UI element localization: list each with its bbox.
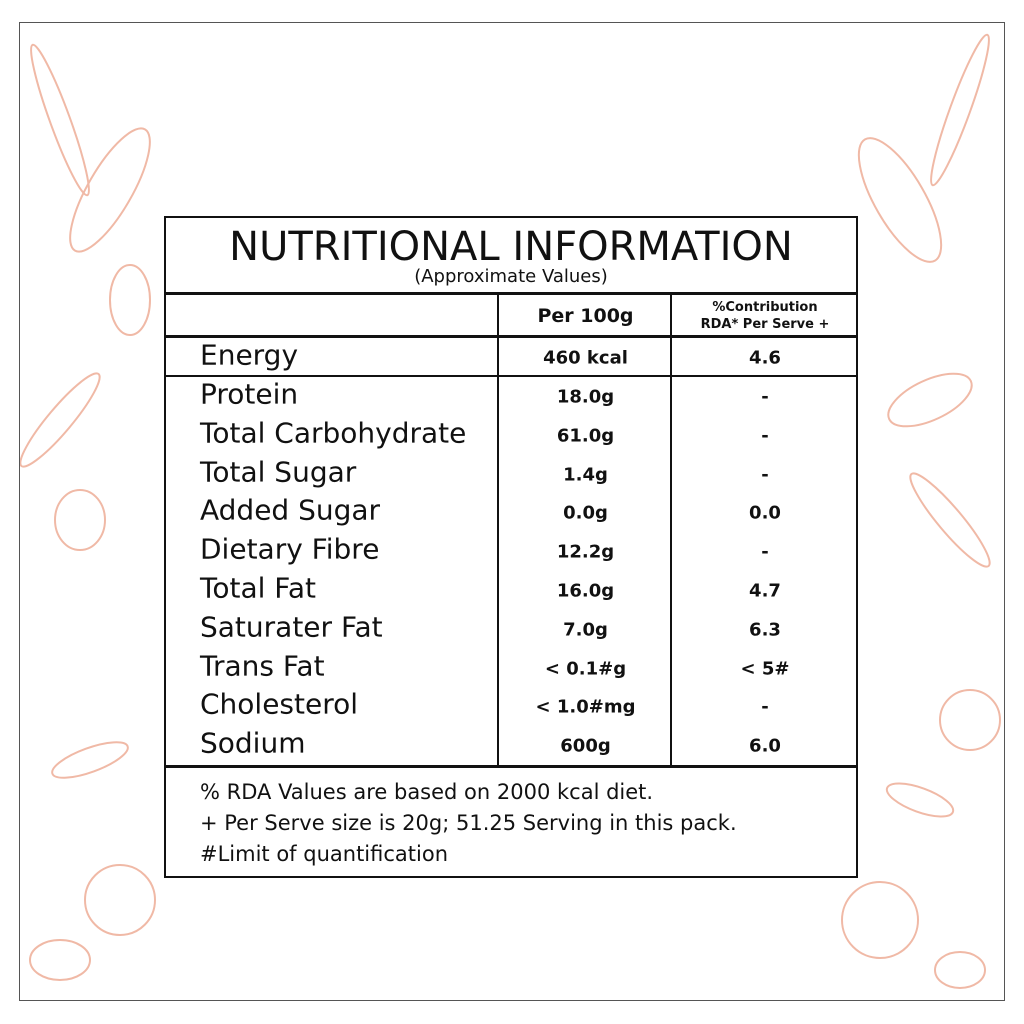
title: NUTRITIONAL INFORMATION bbox=[229, 224, 793, 270]
subtitle: (Approximate Values) bbox=[414, 266, 608, 287]
rda-value: - bbox=[761, 464, 769, 486]
column-header-line: %Contribution bbox=[712, 300, 818, 315]
rda-value: 0.0 bbox=[749, 502, 781, 524]
rda-value: - bbox=[761, 696, 769, 718]
per-100g-value: 61.0g bbox=[556, 425, 615, 447]
rda-value: 4.7 bbox=[749, 580, 781, 602]
per-100g-value: 1.4g bbox=[563, 464, 608, 486]
nutrient-name: Trans Fat bbox=[200, 649, 325, 683]
nutrient-name: Energy bbox=[200, 338, 299, 372]
rda-value: 6.3 bbox=[749, 619, 781, 641]
nutrient-name: Total Fat bbox=[200, 571, 316, 605]
nutrient-name: Saturater Fat bbox=[200, 610, 383, 644]
footnote: + Per Serve size is 20g; 51.25 Serving i… bbox=[200, 811, 737, 835]
rda-value: 4.6 bbox=[749, 347, 781, 369]
frame bbox=[19, 22, 1005, 1001]
per-100g-value: 600g bbox=[560, 735, 611, 757]
column-header: Per 100g bbox=[537, 305, 634, 327]
nutrient-name: Total Carbohydrate bbox=[200, 416, 467, 450]
nutrient-name: Added Sugar bbox=[200, 493, 381, 527]
column-header-line: RDA* Per Serve + bbox=[700, 317, 830, 332]
per-100g-value: 16.0g bbox=[556, 580, 615, 602]
per-100g-value: < 0.1#g bbox=[544, 658, 627, 680]
divider bbox=[166, 292, 856, 295]
nutrient-name: Sodium bbox=[200, 726, 306, 760]
per-100g-value: 7.0g bbox=[563, 619, 608, 641]
nutrient-name: Cholesterol bbox=[200, 687, 359, 721]
footnote: #Limit of quantification bbox=[200, 842, 449, 866]
nutrition-table: NUTRITIONAL INFORMATION (Approximate Val… bbox=[164, 216, 858, 878]
nutrient-name: Dietary Fibre bbox=[200, 532, 380, 566]
divider bbox=[166, 765, 856, 768]
rda-value: - bbox=[761, 541, 769, 563]
per-100g-value: 0.0g bbox=[563, 502, 608, 524]
rda-value: < 5# bbox=[740, 658, 790, 680]
rda-value: - bbox=[761, 425, 769, 447]
column-divider bbox=[497, 293, 499, 766]
column-header: %Contribution RDA* Per Serve + bbox=[672, 299, 858, 333]
divider bbox=[166, 335, 856, 338]
per-100g-value: 12.2g bbox=[556, 541, 615, 563]
nutrient-name: Total Sugar bbox=[200, 455, 357, 489]
divider bbox=[166, 375, 856, 377]
nutrient-name: Protein bbox=[200, 377, 299, 411]
per-100g-value: < 1.0#mg bbox=[535, 696, 636, 718]
column-divider bbox=[670, 293, 672, 766]
rda-value: - bbox=[761, 386, 769, 408]
per-100g-value: 460 kcal bbox=[543, 347, 628, 369]
footnote: % RDA Values are based on 2000 kcal diet… bbox=[200, 780, 654, 804]
per-100g-value: 18.0g bbox=[556, 386, 615, 408]
rda-value: 6.0 bbox=[749, 735, 781, 757]
